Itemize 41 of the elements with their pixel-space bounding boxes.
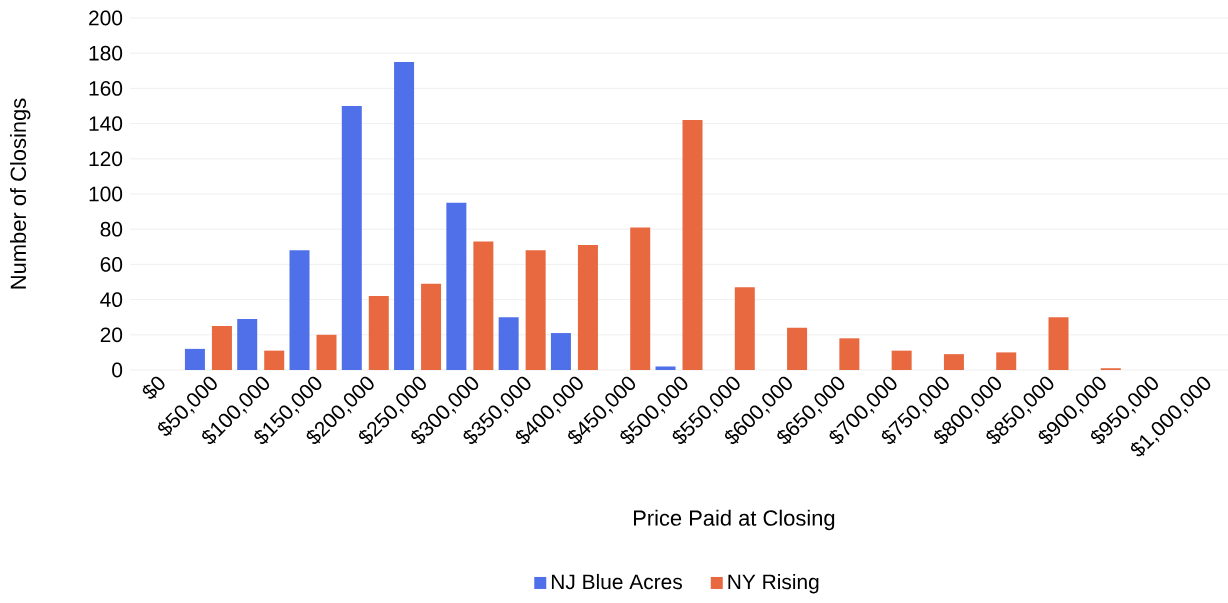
bar bbox=[184, 348, 205, 370]
bar bbox=[630, 227, 651, 370]
y-axis-title: Number of Closings bbox=[9, 98, 31, 289]
y-tick-label: 120 bbox=[89, 151, 123, 167]
bar bbox=[996, 352, 1017, 370]
y-tick-label: 60 bbox=[100, 257, 123, 272]
y-tick-label: 20 bbox=[100, 327, 123, 343]
bar bbox=[237, 318, 258, 370]
bar bbox=[682, 120, 703, 370]
bar bbox=[577, 245, 598, 370]
bar bbox=[446, 202, 467, 370]
bar bbox=[498, 317, 519, 370]
bar bbox=[734, 287, 755, 370]
bar bbox=[289, 250, 310, 370]
bar bbox=[839, 338, 860, 370]
legend-label: NY Rising bbox=[728, 573, 819, 594]
bar bbox=[655, 366, 676, 370]
bar bbox=[525, 250, 546, 370]
y-tick-label: 180 bbox=[89, 45, 123, 61]
y-tick-label: 140 bbox=[89, 116, 123, 132]
bar bbox=[473, 241, 494, 370]
bar bbox=[394, 62, 415, 370]
y-tick-label: 200 bbox=[89, 10, 123, 26]
y-tick-label: 0 bbox=[112, 362, 123, 378]
y-tick-label: 80 bbox=[100, 221, 123, 237]
bar bbox=[1048, 317, 1069, 370]
bar bbox=[421, 283, 442, 370]
legend-label: NJ Blue Acres bbox=[551, 573, 682, 590]
bar bbox=[943, 354, 964, 370]
bar bbox=[264, 350, 285, 370]
bar bbox=[891, 350, 912, 370]
x-axis-title: Price Paid at Closing bbox=[634, 509, 835, 531]
bar bbox=[550, 333, 571, 370]
bar bbox=[341, 106, 362, 370]
bar bbox=[787, 327, 808, 370]
bar bbox=[211, 326, 232, 370]
bar bbox=[368, 296, 389, 370]
bar bbox=[316, 334, 337, 370]
y-tick-label: 160 bbox=[89, 81, 123, 96]
y-tick-label: 100 bbox=[89, 186, 123, 202]
y-tick-label: 40 bbox=[100, 292, 123, 308]
